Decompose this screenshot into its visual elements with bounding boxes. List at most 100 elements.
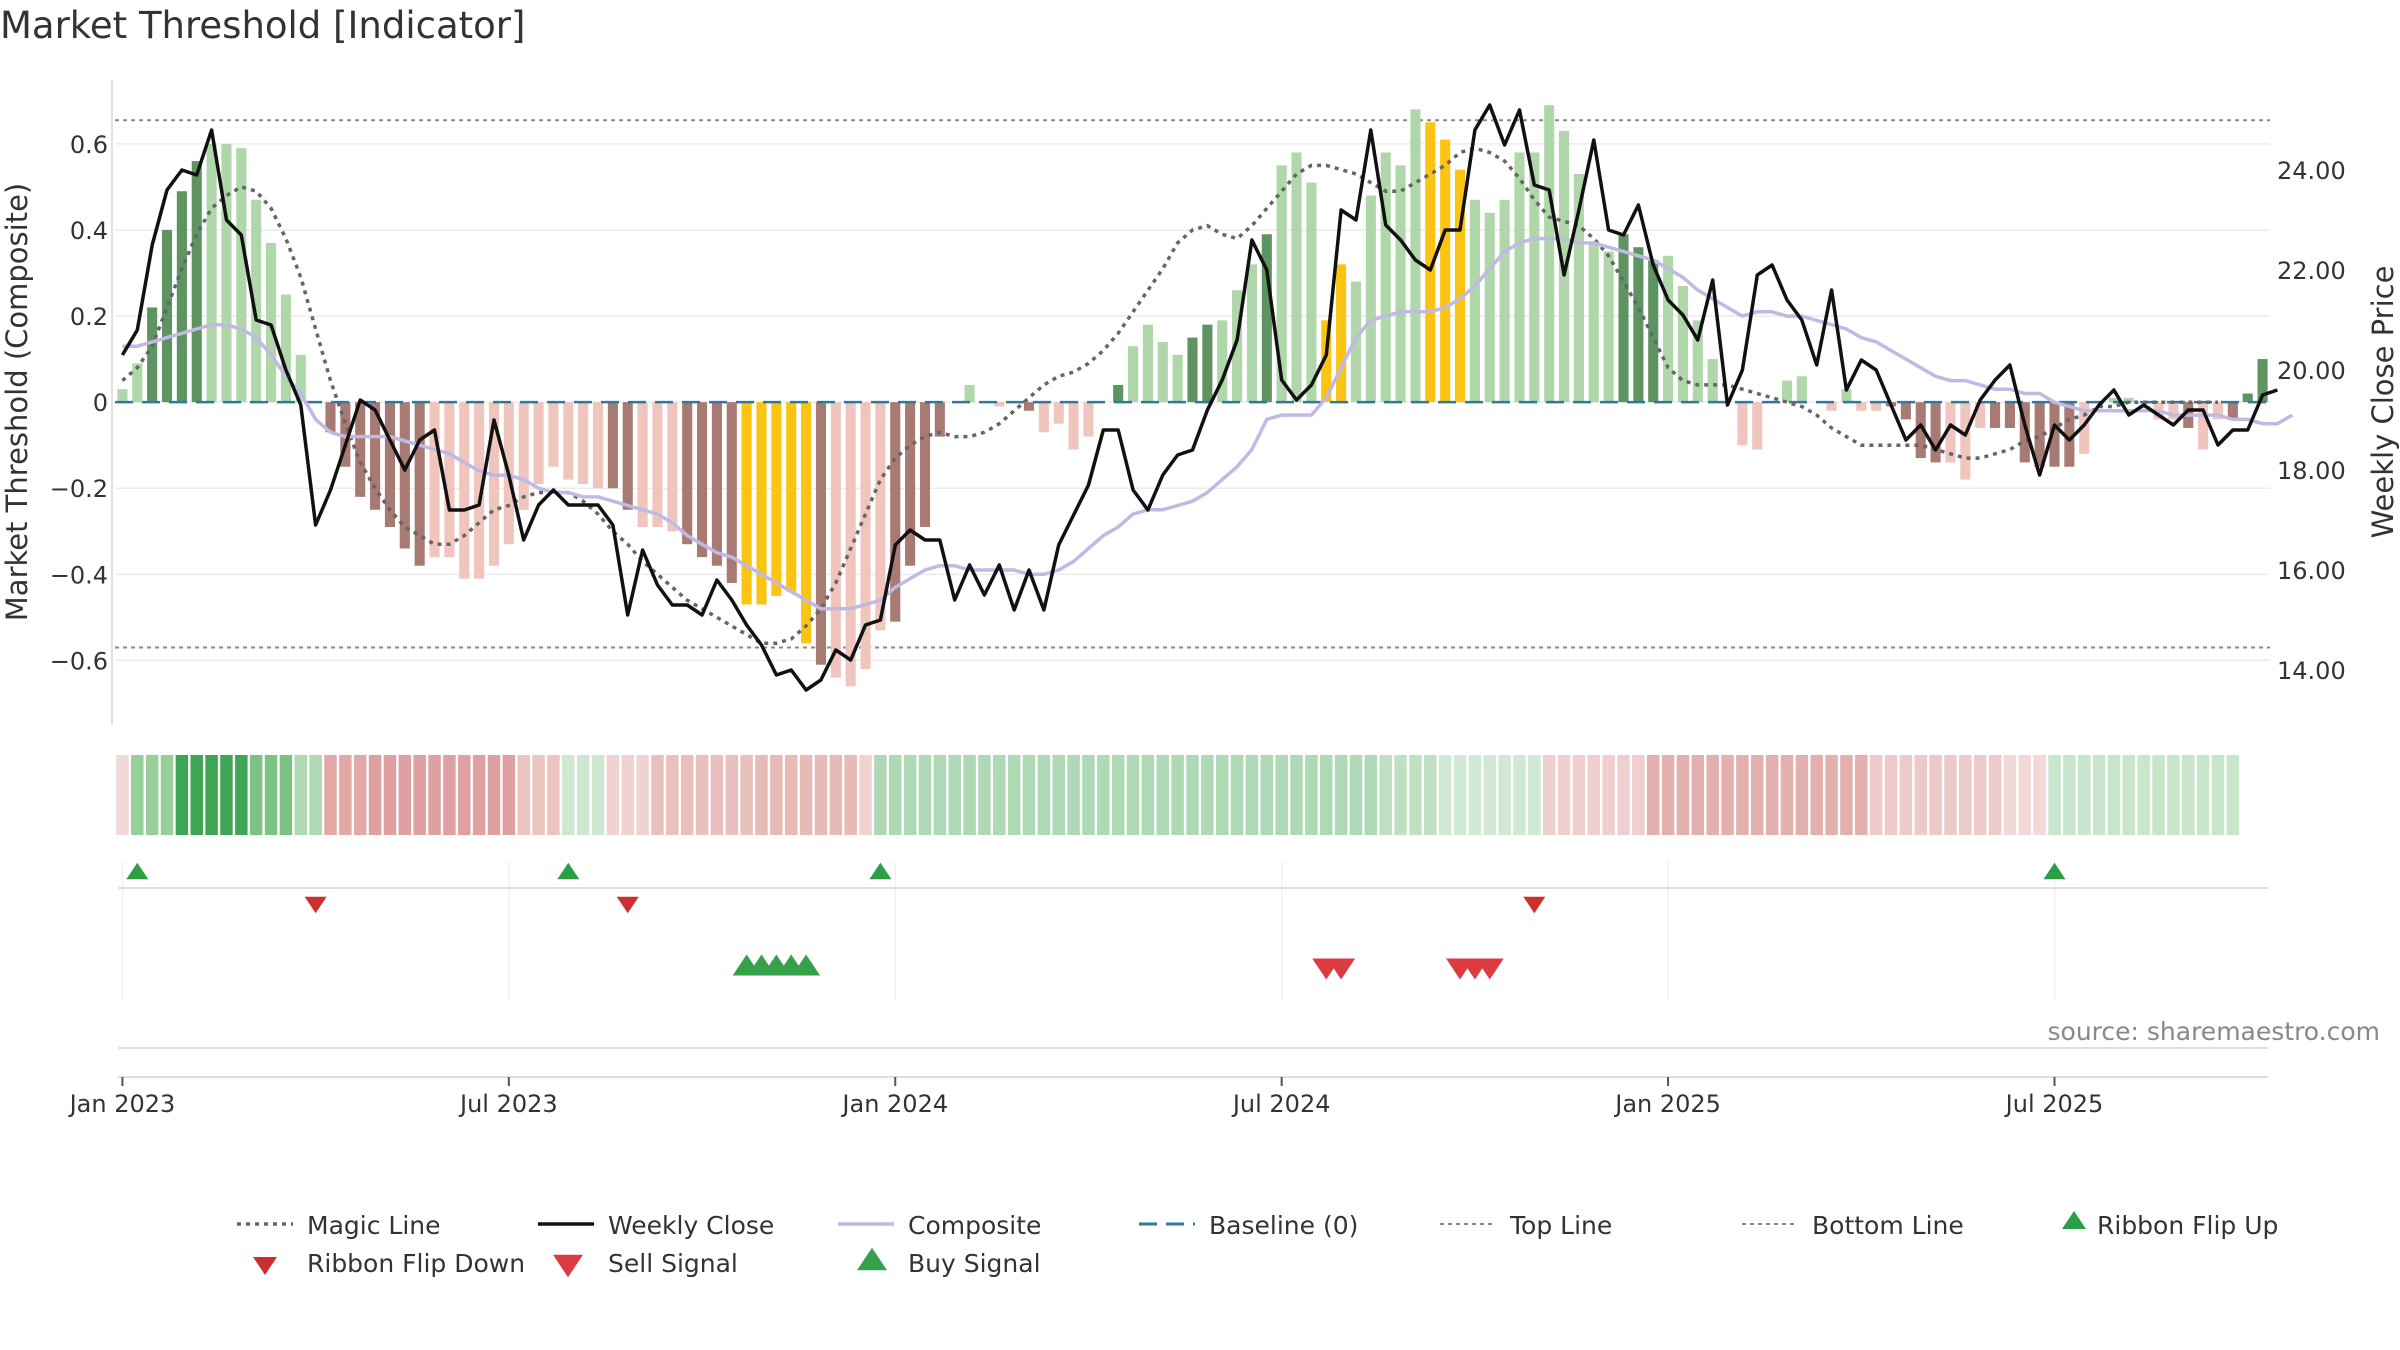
composite-bar xyxy=(384,402,396,527)
ribbon-cell xyxy=(562,755,575,835)
ribbon-cell xyxy=(368,755,382,835)
ribbon-cell xyxy=(2226,755,2240,835)
legend-item: Top Line xyxy=(1440,1211,1612,1240)
composite-bar xyxy=(1648,260,1659,403)
legend-label: Buy Signal xyxy=(908,1249,1041,1278)
ribbon-cell xyxy=(443,755,456,835)
composite-bar xyxy=(1544,105,1555,403)
composite-bar xyxy=(1499,199,1510,403)
y-tick-label: 0.2 xyxy=(70,303,108,331)
ribbon-cell xyxy=(591,755,605,835)
ribbon-cell xyxy=(160,755,174,835)
composite-bar xyxy=(1291,152,1302,403)
ribbon-cell xyxy=(472,755,486,835)
ribbon-cell xyxy=(1126,755,1140,835)
x-tick-label: Jul 2025 xyxy=(2004,1090,2104,1118)
composite-bar xyxy=(444,402,455,558)
composite-bar xyxy=(340,402,351,467)
composite-bar xyxy=(1127,346,1139,403)
composite-bar xyxy=(280,294,291,403)
composite-bar xyxy=(994,402,1005,407)
composite-bar xyxy=(1232,290,1243,403)
ribbon-cell xyxy=(1067,755,1080,835)
composite-bar xyxy=(1930,402,1941,463)
y-tick-label: −0.2 xyxy=(50,475,108,503)
ribbon-cell xyxy=(220,755,233,835)
ribbon-cell xyxy=(576,755,590,835)
y-tick-label: 0.6 xyxy=(70,131,108,159)
composite-bar xyxy=(459,402,470,579)
legend-label: Magic Line xyxy=(307,1211,441,1240)
ribbon-cell xyxy=(680,755,694,835)
composite-bar xyxy=(1469,199,1480,403)
composite-bar xyxy=(1350,281,1362,403)
composite-bar xyxy=(548,402,559,467)
ribbon-cell xyxy=(1156,755,1170,835)
ribbon-cell xyxy=(2018,755,2032,835)
sell-signal-marker xyxy=(1327,958,1356,980)
ribbon-cell xyxy=(1914,755,1927,835)
ribbon-cell xyxy=(324,755,337,835)
composite-bar xyxy=(1276,165,1287,403)
ribbon-cell xyxy=(1438,755,1452,835)
composite-bar xyxy=(2227,402,2238,420)
composite-bar xyxy=(934,402,945,437)
ribbon-cell xyxy=(2182,755,2195,835)
composite-bar xyxy=(815,402,827,665)
ribbon-cell xyxy=(2107,755,2121,835)
ribbon-cell xyxy=(1082,755,1095,835)
composite-bar xyxy=(1395,165,1406,403)
composite-bar xyxy=(637,402,648,527)
ribbon-cell xyxy=(264,755,278,835)
composite-bar xyxy=(1871,402,1882,411)
composite-bar xyxy=(1915,402,1926,459)
composite-bar xyxy=(1945,402,1956,463)
ribbon-cell xyxy=(1260,755,1274,835)
ribbon-cell xyxy=(1379,755,1392,835)
ribbon-cell xyxy=(339,755,352,835)
legend-item: Buy Signal xyxy=(857,1247,1041,1278)
ribbon-cell xyxy=(1944,755,1957,835)
ribbon-cell xyxy=(235,755,248,835)
ribbon-cell xyxy=(1097,755,1110,835)
composite-bar xyxy=(1900,402,1911,420)
ribbon-cell xyxy=(2167,755,2180,835)
composite-bar xyxy=(592,402,604,489)
y2-tick-label: 24.00 xyxy=(2277,157,2346,185)
composite-bar xyxy=(2168,402,2179,420)
ribbon-cell xyxy=(1810,755,1823,835)
ribbon-cell xyxy=(1602,755,1615,835)
ribbon-cell xyxy=(1572,755,1586,835)
y-axis-title: Market Threshold (Composite) xyxy=(0,183,34,621)
composite-bar xyxy=(399,402,410,549)
ribbon-cell xyxy=(1453,755,1467,835)
composite-bar xyxy=(1663,255,1674,403)
composite-bar xyxy=(905,402,916,566)
composite-bar xyxy=(1692,320,1703,403)
composite-bar xyxy=(147,307,158,403)
ribbon-cell xyxy=(428,755,441,835)
x-axis: Jan 2023 Jul 2023 Jan 2024 Jul 2024 Jan 2025… xyxy=(68,1077,2104,1118)
ribbon-cell xyxy=(547,755,560,835)
composite-bar xyxy=(726,402,737,583)
y-tick-label: −0.4 xyxy=(50,561,108,589)
ribbon-cell xyxy=(1869,755,1883,835)
composite-bar xyxy=(1380,152,1391,403)
composite-bar xyxy=(1142,324,1153,403)
ribbon-cell xyxy=(2211,755,2225,835)
composite-bar xyxy=(919,402,931,527)
ribbon-cell xyxy=(1424,755,1437,835)
composite-bar xyxy=(2242,393,2253,403)
ribbon-cell xyxy=(1855,755,1868,835)
composite-bar xyxy=(206,143,217,403)
ribbon-cell xyxy=(145,755,159,835)
legend-item: Ribbon Flip Down xyxy=(253,1249,525,1278)
x-tick-label: Jan 2024 xyxy=(840,1090,948,1118)
composite-bar xyxy=(1573,174,1584,403)
legend-label: Weekly Close xyxy=(608,1211,774,1240)
ribbon-cell xyxy=(2048,755,2061,835)
ribbon-cell xyxy=(1320,755,1333,835)
composite-bar xyxy=(1677,285,1689,403)
ribbon-cell xyxy=(1364,755,1378,835)
